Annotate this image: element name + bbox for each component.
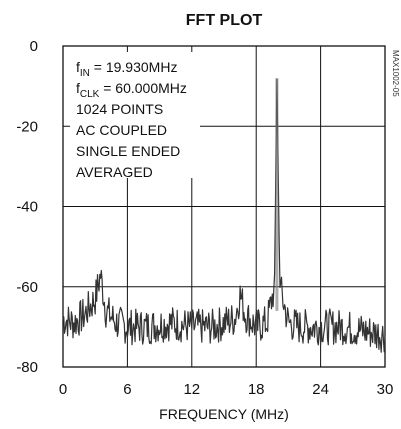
x-tick-labels: 0 6 12 18 24 30 xyxy=(59,381,394,398)
annotation-line: fIN = 19.930MHz xyxy=(76,59,177,79)
fft-trace xyxy=(62,78,386,353)
x-tick-label: 12 xyxy=(183,381,200,398)
side-label: MAX1002-05 xyxy=(391,50,400,97)
x-tick-label: 18 xyxy=(248,381,265,398)
y-tick-labels: 0 -20 -40 -60 -80 xyxy=(16,38,38,376)
annotation-line: SINGLE ENDED xyxy=(76,143,180,159)
annotation-line: 1024 POINTS xyxy=(76,101,163,117)
annotation-background xyxy=(70,52,200,178)
x-tick-label: 30 xyxy=(377,381,394,398)
annotation-line: AC COUPLED xyxy=(76,122,167,138)
y-tick-label: -20 xyxy=(16,118,38,135)
y-tick-label: -60 xyxy=(16,279,38,296)
annotation-line: AVERAGED xyxy=(76,164,153,180)
y-tick-label: -40 xyxy=(16,199,38,216)
x-tick-label: 0 xyxy=(59,381,67,398)
y-tick-label: 0 xyxy=(30,38,38,55)
annotation-line: fCLK = 60.000MHz xyxy=(76,80,187,100)
y-tick-label: -80 xyxy=(16,359,38,376)
x-tick-label: 24 xyxy=(312,381,329,398)
plot-area xyxy=(62,45,386,368)
chart-title: FFT PLOT xyxy=(186,12,263,29)
x-axis-label: FREQUENCY (MHz) xyxy=(159,406,289,422)
fft-trace-group xyxy=(62,78,386,353)
x-tick-label: 6 xyxy=(123,381,131,398)
